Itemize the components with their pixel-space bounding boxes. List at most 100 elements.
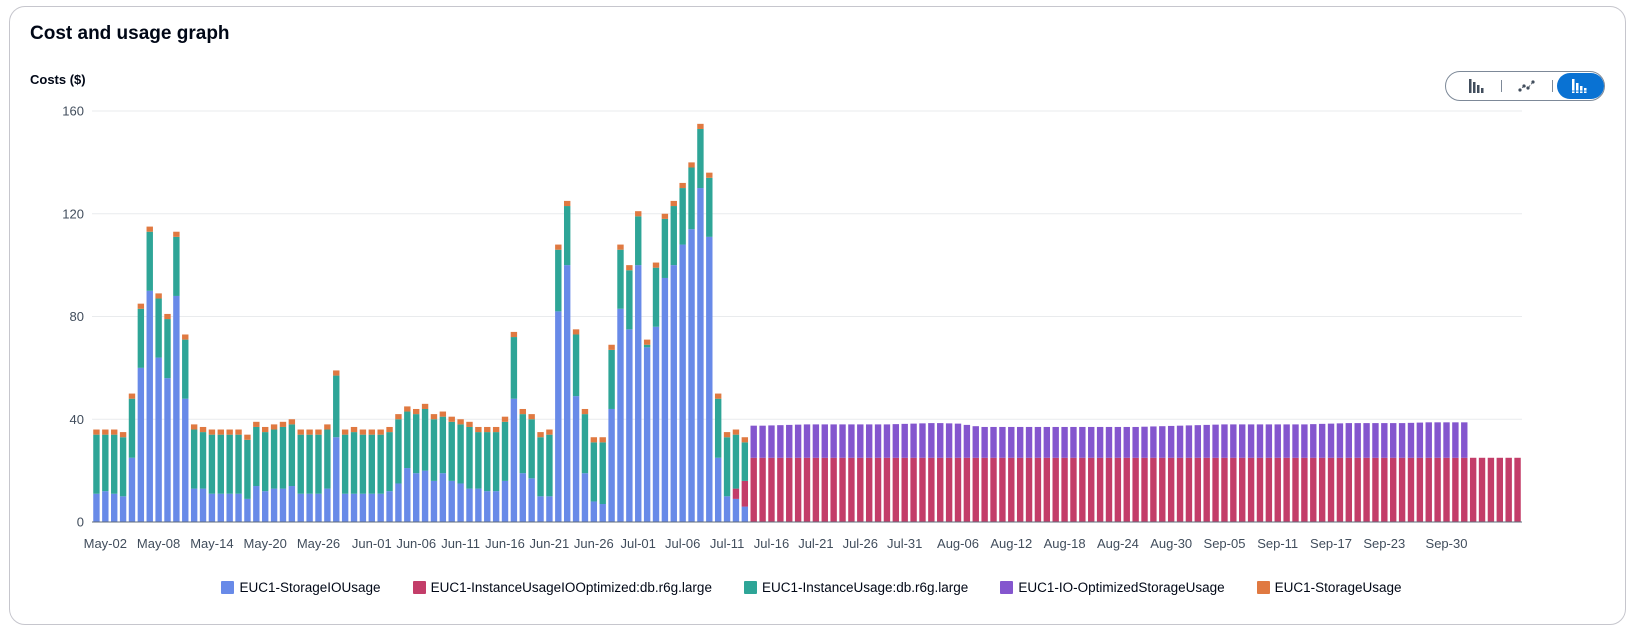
bar-segment[interactable] bbox=[315, 429, 322, 435]
bar-segment[interactable] bbox=[555, 244, 562, 250]
bar-segment[interactable] bbox=[155, 293, 162, 299]
bar-segment[interactable] bbox=[723, 496, 731, 522]
bar-segment[interactable] bbox=[279, 488, 287, 522]
bar-segment[interactable] bbox=[199, 488, 207, 522]
bar-segment[interactable] bbox=[528, 414, 535, 420]
bar-segment[interactable] bbox=[635, 265, 642, 523]
bar-segment[interactable] bbox=[466, 488, 473, 522]
bar-segment[interactable] bbox=[679, 182, 686, 189]
bar-segment[interactable] bbox=[128, 393, 136, 399]
bar-segment[interactable] bbox=[546, 434, 553, 497]
bar-segment[interactable] bbox=[759, 425, 766, 458]
bar-segment[interactable] bbox=[1114, 457, 1122, 522]
legend-item[interactable]: EUC1-IO-OptimizedStorageUsage bbox=[1000, 580, 1225, 595]
bar-segment[interactable] bbox=[741, 480, 749, 507]
bar-segment[interactable] bbox=[1096, 457, 1104, 522]
bar-segment[interactable] bbox=[501, 480, 509, 522]
bar-segment[interactable] bbox=[466, 421, 473, 427]
bar-segment[interactable] bbox=[1354, 457, 1361, 522]
bar-segment[interactable] bbox=[146, 231, 153, 291]
bar-segment[interactable] bbox=[1052, 426, 1059, 458]
bar-segment[interactable] bbox=[1434, 422, 1441, 458]
bar-segment[interactable] bbox=[235, 429, 242, 435]
bar-segment[interactable] bbox=[368, 493, 375, 522]
bar-segment[interactable] bbox=[137, 308, 145, 368]
bar-segment[interactable] bbox=[901, 457, 908, 522]
bar-segment[interactable] bbox=[1505, 457, 1512, 522]
bar-segment[interactable] bbox=[741, 442, 749, 481]
bar-segment[interactable] bbox=[359, 434, 367, 494]
bar-segment[interactable] bbox=[635, 211, 642, 217]
bar-segment[interactable] bbox=[777, 425, 784, 458]
bar-segment[interactable] bbox=[164, 378, 171, 522]
bar-segment[interactable] bbox=[883, 424, 891, 458]
bar-segment[interactable] bbox=[652, 326, 660, 522]
bar-segment[interactable] bbox=[768, 425, 775, 458]
bar-segment[interactable] bbox=[714, 457, 722, 522]
bar-segment[interactable] bbox=[324, 429, 331, 489]
bar-segment[interactable] bbox=[892, 457, 900, 522]
bar-segment[interactable] bbox=[803, 424, 811, 458]
bar-segment[interactable] bbox=[643, 339, 651, 345]
bar-segment[interactable] bbox=[1372, 457, 1379, 522]
bar-segment[interactable] bbox=[626, 329, 633, 522]
bar-segment[interactable] bbox=[750, 425, 757, 458]
bar-segment[interactable] bbox=[93, 429, 100, 435]
bar-segment[interactable] bbox=[706, 172, 713, 178]
bar-segment[interactable] bbox=[643, 344, 651, 348]
bar-segment[interactable] bbox=[1336, 423, 1344, 458]
bar-segment[interactable] bbox=[1256, 457, 1264, 522]
bar-segment[interactable] bbox=[919, 423, 926, 458]
bar-segment[interactable] bbox=[981, 457, 988, 522]
bar-segment[interactable] bbox=[857, 424, 864, 458]
bar-segment[interactable] bbox=[563, 265, 571, 523]
bar-segment[interactable] bbox=[341, 434, 349, 494]
bar-segment[interactable] bbox=[1194, 425, 1202, 458]
bar-segment[interactable] bbox=[1132, 457, 1139, 522]
bar-segment[interactable] bbox=[697, 123, 704, 129]
bar-segment[interactable] bbox=[297, 434, 304, 494]
legend-item[interactable]: EUC1-InstanceUsage:db.r6g.large bbox=[743, 580, 968, 595]
bar-segment[interactable] bbox=[448, 421, 455, 481]
bar-segment[interactable] bbox=[1096, 426, 1104, 458]
bar-segment[interactable] bbox=[190, 429, 198, 489]
bar-segment[interactable] bbox=[226, 493, 233, 522]
bar-segment[interactable] bbox=[1043, 457, 1051, 522]
bar-segment[interactable] bbox=[128, 457, 136, 522]
bar-segment[interactable] bbox=[155, 357, 162, 522]
bar-segment[interactable] bbox=[102, 434, 109, 492]
bar-segment[interactable] bbox=[1390, 457, 1397, 522]
bar-segment[interactable] bbox=[484, 432, 491, 492]
bar-segment[interactable] bbox=[492, 432, 500, 492]
bar-segment[interactable] bbox=[421, 470, 429, 523]
bar-segment[interactable] bbox=[1265, 457, 1273, 522]
bar-segment[interactable] bbox=[839, 457, 846, 522]
bar-segment[interactable] bbox=[1283, 457, 1290, 522]
bar-segment[interactable] bbox=[1381, 457, 1388, 522]
bar-segment[interactable] bbox=[537, 437, 544, 497]
bar-segment[interactable] bbox=[563, 200, 571, 207]
bar-segment[interactable] bbox=[910, 423, 917, 458]
bar-segment[interactable] bbox=[945, 423, 953, 458]
bar-segment[interactable] bbox=[1301, 457, 1308, 522]
bar-segment[interactable] bbox=[714, 393, 722, 399]
bar-segment[interactable] bbox=[590, 442, 598, 502]
bar-segment[interactable] bbox=[492, 491, 500, 522]
bar-segment[interactable] bbox=[270, 488, 278, 522]
bar-segment[interactable] bbox=[945, 457, 953, 522]
bar-segment[interactable] bbox=[510, 398, 518, 522]
bar-segment[interactable] bbox=[155, 298, 162, 358]
bar-segment[interactable] bbox=[1070, 426, 1077, 458]
bar-segment[interactable] bbox=[1159, 426, 1166, 458]
bar-segment[interactable] bbox=[93, 434, 100, 494]
bar-segment[interactable] bbox=[173, 236, 180, 296]
bar-segment[interactable] bbox=[670, 206, 677, 266]
bar-segment[interactable] bbox=[315, 434, 322, 494]
bar-segment[interactable] bbox=[146, 290, 153, 522]
bar-segment[interactable] bbox=[359, 493, 367, 522]
bar-segment[interactable] bbox=[626, 270, 633, 330]
bar-segment[interactable] bbox=[1461, 457, 1468, 522]
bar-segment[interactable] bbox=[1105, 426, 1113, 458]
bar-segment[interactable] bbox=[1310, 424, 1317, 458]
bar-segment[interactable] bbox=[954, 423, 962, 458]
